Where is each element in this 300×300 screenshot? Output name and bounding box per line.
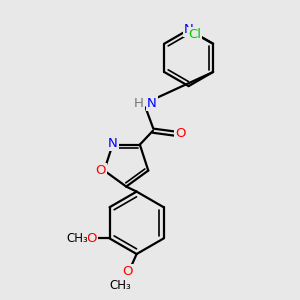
Text: CH₃: CH₃ [66,232,88,245]
Text: H: H [134,98,144,110]
Text: N: N [108,136,118,150]
Text: N: N [147,98,157,110]
Text: O: O [176,127,186,140]
Text: Cl: Cl [188,28,201,41]
Text: CH₃: CH₃ [110,279,131,292]
Text: N: N [184,23,194,36]
Text: O: O [95,164,106,177]
Text: O: O [122,266,133,278]
Text: O: O [86,232,97,245]
